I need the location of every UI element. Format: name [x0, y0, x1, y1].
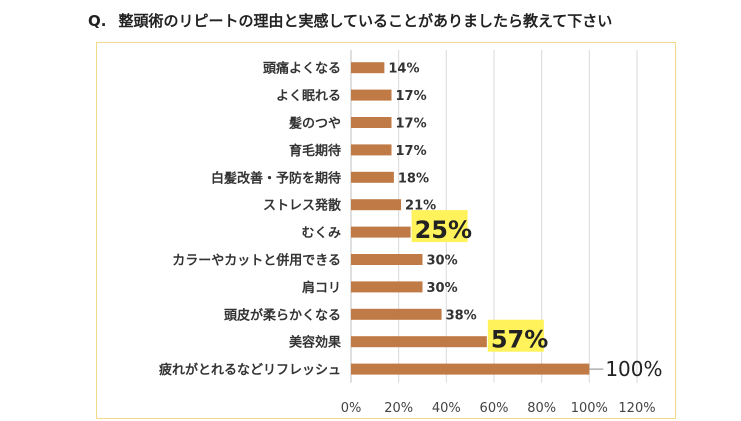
- bar: [351, 199, 402, 211]
- question-text: 整頭術のリピートの理由と実感していることがありましたら教えて下さい: [118, 12, 613, 30]
- chart-frame: [96, 42, 676, 419]
- bar: [351, 308, 442, 320]
- bar: [351, 117, 392, 128]
- value-label: 57%: [491, 326, 548, 354]
- value-label: 100%: [605, 357, 662, 381]
- category-label: 美容効果: [289, 335, 341, 351]
- category-label: 頭痛よくなる: [263, 61, 341, 77]
- question-prefix: Q.: [88, 12, 107, 30]
- category-label: 育毛期待: [289, 143, 341, 159]
- category-label: 白髪改善・予防を期待: [211, 170, 341, 186]
- bar: [351, 336, 487, 348]
- x-tick-label: 80%: [527, 401, 556, 416]
- bar: [351, 89, 392, 101]
- category-label: カラーやカットと併用できる: [172, 253, 341, 269]
- bar: [351, 171, 394, 183]
- category-label: 髪のつや: [288, 116, 341, 132]
- value-highlight: [487, 319, 544, 352]
- value-label: 25%: [415, 216, 472, 244]
- question-title: Q. 整頭術のリピートの理由と実感していることがありましたら教えて下さい: [88, 10, 728, 31]
- category-label: 頭皮が柔らかくなる: [224, 307, 341, 323]
- value-label: 30%: [427, 254, 458, 269]
- bar: [351, 62, 385, 74]
- x-tick-label: 20%: [384, 401, 413, 416]
- value-label: 17%: [396, 89, 427, 104]
- bar: [351, 144, 392, 156]
- value-highlight: [411, 210, 468, 243]
- value-label: 21%: [405, 199, 436, 214]
- bar: [351, 363, 590, 375]
- x-tick-label: 40%: [432, 401, 461, 416]
- value-label: 38%: [446, 308, 477, 323]
- x-tick-label: 60%: [480, 401, 509, 416]
- value-label: 17%: [396, 117, 427, 132]
- x-tick-label: 120%: [618, 401, 655, 416]
- bar: [351, 226, 411, 238]
- value-label: 14%: [388, 62, 419, 77]
- value-label: 18%: [398, 171, 429, 186]
- x-tick-label: 100%: [571, 401, 608, 416]
- value-label: 30%: [427, 281, 458, 296]
- category-label: よく眠れる: [276, 89, 341, 104]
- category-label: ストレス発散: [263, 198, 342, 214]
- value-label: 17%: [396, 144, 427, 159]
- category-label: 疲れがとれるなどリフレッシュ: [159, 362, 341, 378]
- x-tick-label: 0%: [341, 401, 362, 416]
- bar: [351, 254, 423, 265]
- category-label: 肩コリ: [302, 280, 341, 296]
- category-label: むくみ: [301, 226, 341, 241]
- bar: [351, 281, 423, 293]
